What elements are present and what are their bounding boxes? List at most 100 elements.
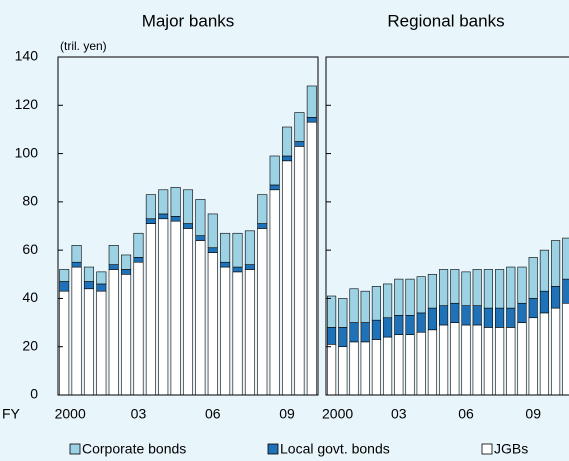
bar-segment [506,266,516,309]
bar-segment [439,324,449,396]
bar-segment [244,269,255,396]
bar-segment [394,278,404,316]
legend-swatch [267,443,279,455]
bar-segment [158,218,169,396]
bar-segment [96,271,107,285]
bar-segment [405,315,415,335]
bar-segment [551,307,561,396]
bar-segment [182,228,194,396]
bar-segment [83,266,94,282]
bar-segment [282,126,293,157]
bar-segment [495,307,505,328]
bar-segment [158,213,169,220]
bar-segment [439,269,449,306]
bar-segment [121,269,132,275]
bar-segment [483,269,493,309]
y-tick-label: 40 [22,289,38,305]
y-tick-label: 60 [22,241,38,257]
bar-segment [133,261,144,396]
bar-segment [349,288,359,323]
bar-segment [306,85,317,118]
legend-label: Local govt. bonds [280,441,390,457]
bar-segment [338,327,348,348]
bar-segment [383,336,393,396]
bar-segment [461,324,471,396]
bar-segment [220,266,231,396]
bar-segment [327,295,337,328]
bar-segment [416,312,426,333]
x-tick-label: 09 [279,406,295,422]
bar-segment [562,278,569,304]
bar-segment [158,189,169,215]
bar-segment [145,194,156,220]
bar-segment [461,271,471,306]
bar-segment [427,329,437,396]
bar-segment [108,269,119,396]
bar-segment [394,315,404,335]
bar-segment [495,269,505,309]
bar-segment [195,199,206,236]
bar-segment [96,283,107,292]
bar-segment [472,269,482,306]
bar-segment [517,322,527,396]
x-tick-label: 03 [391,406,407,422]
bar-segment [269,184,280,191]
bar-segment [551,240,561,287]
bar-segment [170,220,181,396]
y-axis-label: (tril. yen) [60,39,107,53]
bar-segment [121,254,132,270]
bar-segment [170,216,181,222]
x-tick-label: 2000 [55,406,86,422]
legend-label: JGBs [494,441,528,457]
bar-segment [282,155,293,162]
bar-segment [220,261,231,268]
bar-segment [483,327,493,396]
bar-segment [360,322,370,343]
bar-segment [495,327,505,396]
x-tick-label: 2000 [322,406,353,422]
bar-segment [383,317,393,338]
bar-segment [349,322,359,343]
x-axis-label: FY [2,406,21,422]
bar-segment [327,327,337,345]
bar-segment [220,232,231,263]
bar-segment [427,273,437,309]
bar-segment [294,146,305,396]
bar-segment [371,319,381,340]
bar-segment [405,278,415,316]
bar-segment [133,257,144,263]
panel-title: Regional banks [387,11,504,30]
plot-frame [57,56,319,396]
bar-segment [338,346,348,396]
bar-segment [257,194,268,224]
y-tick-label: 20 [22,337,38,353]
bar-segment [506,307,516,328]
bar-segment [232,271,243,396]
panel-title: Major banks [142,11,235,30]
legend-swatch [69,443,81,455]
bar-segment [133,232,144,258]
bar-segment [145,218,156,224]
bar-segment [294,112,305,142]
y-tick-label: 80 [22,193,38,209]
bar-segment [383,283,393,319]
bar-segment [96,290,107,396]
bar-segment [244,230,255,265]
bar-segment [539,312,549,396]
bar-segment [360,341,370,396]
bar-segment [195,240,206,396]
bar-segment [405,334,415,396]
bar-segment [306,117,317,123]
bar-segment [551,286,561,309]
y-tick-label: 120 [15,96,39,112]
x-tick-label: 03 [131,406,147,422]
bar-segment [327,343,337,396]
legend-label: Corporate bonds [82,441,186,457]
bar-segment [528,298,538,319]
bar-segment [145,223,156,396]
bar-segment [450,322,460,396]
bar-segment [71,261,82,268]
bar-segment [59,290,70,396]
y-tick-label: 100 [15,144,39,160]
bar-segment [232,232,243,268]
